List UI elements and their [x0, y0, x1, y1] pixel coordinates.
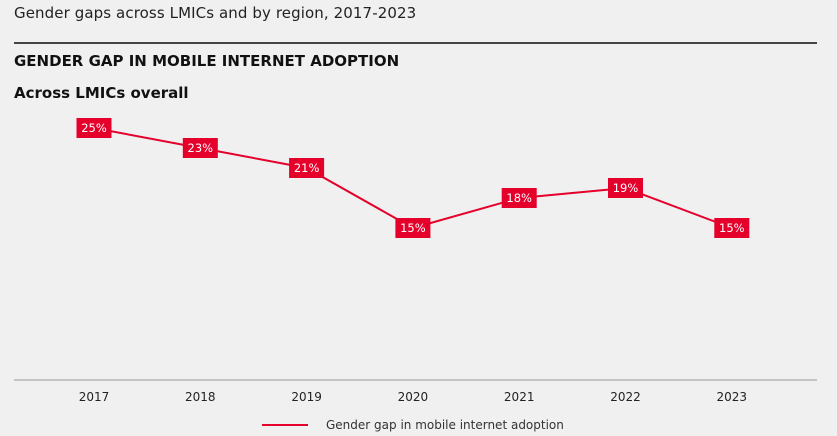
data-label-2019: 21% [289, 158, 325, 178]
figure-subtitle: Gender gaps across LMICs and by region, … [14, 4, 417, 22]
x-tick-label-2022: 2022 [610, 390, 641, 404]
x-tick-label-2017: 2017 [79, 390, 110, 404]
data-label-2022: 19% [608, 178, 643, 198]
data-label-box [395, 218, 431, 238]
data-label-text: 19% [613, 181, 639, 195]
x-tick-label-2018: 2018 [185, 390, 216, 404]
legend-label: Gender gap in mobile internet adoption [326, 418, 564, 432]
chart-subtitle: Across LMICs overall [14, 84, 189, 102]
data-label-text: 23% [188, 141, 214, 155]
data-label-box [182, 138, 218, 158]
data-label-2023: 15% [714, 218, 750, 238]
data-label-box [608, 178, 643, 198]
data-label-box [289, 158, 325, 178]
x-tick-label-2023: 2023 [717, 390, 748, 404]
header-divider [14, 42, 817, 44]
chart-title: GENDER GAP IN MOBILE INTERNET ADOPTION [14, 52, 400, 70]
data-label-2021: 18% [501, 188, 537, 208]
legend: Gender gap in mobile internet adoption [262, 416, 564, 434]
data-label-2017: 25% [76, 118, 112, 138]
data-label-box [76, 118, 112, 138]
x-tick-label-2020: 2020 [398, 390, 429, 404]
x-tick-label-2019: 2019 [291, 390, 322, 404]
data-label-text: 25% [81, 121, 107, 135]
data-label-2018: 23% [182, 138, 218, 158]
x-tick-label-2021: 2021 [504, 390, 535, 404]
legend-swatch-line [262, 424, 308, 426]
data-label-box [714, 218, 750, 238]
data-label-box [501, 188, 537, 208]
data-label-text: 15% [719, 221, 745, 235]
data-label-text: 21% [294, 161, 320, 175]
data-label-text: 18% [506, 191, 532, 205]
data-label-2020: 15% [395, 218, 431, 238]
data-label-text: 15% [400, 221, 426, 235]
